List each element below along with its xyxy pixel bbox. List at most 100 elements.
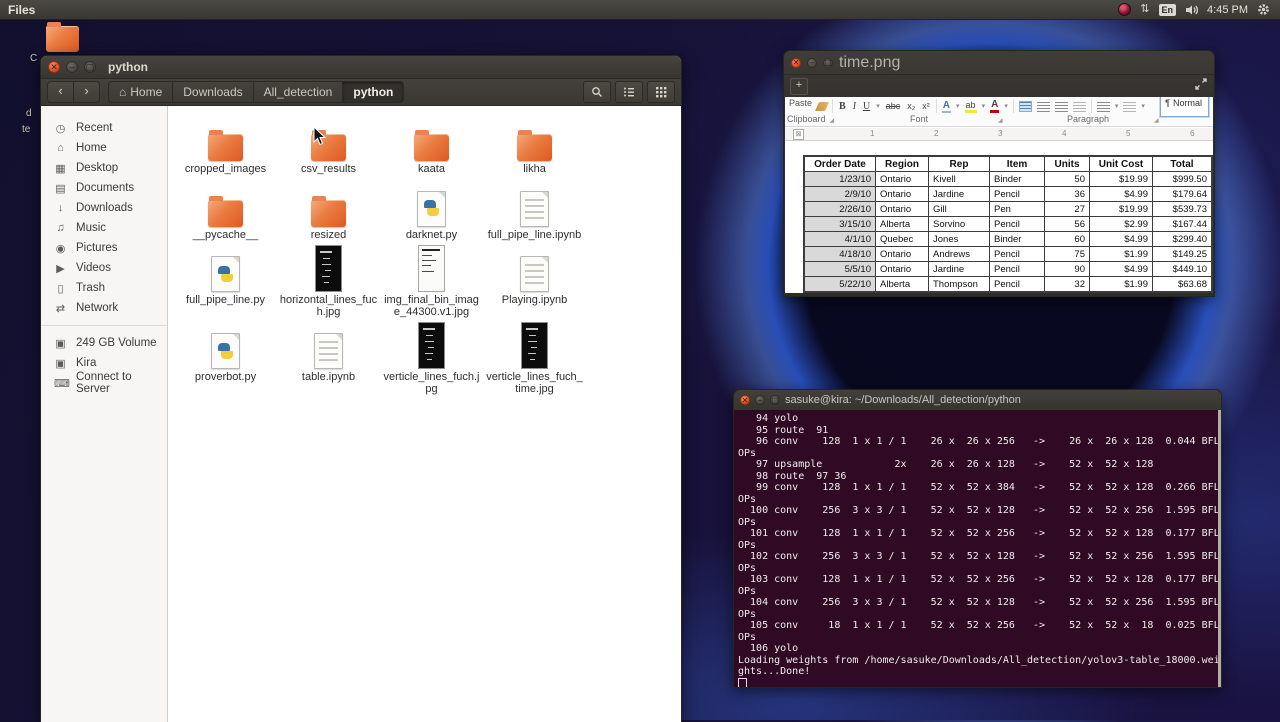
table-row: 3/15/10 Alberta Sorvino Pencil 56 $2.99 $167.4… (804, 216, 1212, 232)
keyboard-layout-indicator[interactable]: En (1158, 3, 1177, 16)
file-list-area[interactable]: cropped_images csv_results kaata likha __pyc… (168, 106, 681, 722)
table-cell: 36 (1044, 186, 1090, 202)
table-cell: $299.40 (1152, 231, 1212, 247)
clock[interactable]: 4:45 PM (1207, 3, 1248, 16)
terminal-titlebar[interactable]: ✕ – ▢ sasuke@kira: ~/Downloads/All_detec… (734, 390, 1221, 411)
font-color-button-in-image: A (990, 99, 1000, 113)
breadcrumb: ⌂ Home Downloads All_detection python (108, 81, 405, 103)
session-gear-icon[interactable] (1257, 3, 1270, 16)
sidebar-item-249-gb-volume[interactable]: ▣ 249 GB Volume (41, 333, 167, 353)
file-item[interactable]: Playing.ipynb (483, 241, 586, 318)
table-cell: $19.99 (1089, 171, 1153, 187)
file-name: table.ipynb (301, 371, 356, 383)
search-button[interactable] (583, 81, 611, 103)
sidebar-item-kira[interactable]: ▣ Kira (41, 353, 167, 373)
viewer-header[interactable]: ✕ – ▢ time.png + (784, 51, 1214, 97)
format-painter-icon (814, 101, 830, 111)
terminal-output-area[interactable]: 94 yolo 95 route 91 96 conv 128 1 x 1 / … (734, 410, 1221, 687)
viewer-toolbar: + (784, 75, 1214, 97)
maximize-button[interactable]: ▢ (823, 57, 833, 68)
sidebar-item-network[interactable]: ⇄ Network (41, 298, 167, 318)
table-cell: Jardine (928, 186, 990, 202)
terminal-scrollbar[interactable] (1218, 410, 1221, 687)
maximize-button[interactable]: ▢ (770, 395, 780, 405)
close-button[interactable]: ✕ (740, 395, 750, 405)
sidebar-item-downloads[interactable]: ↓ Downloads (41, 198, 167, 218)
network-arrows-icon[interactable]: ⇅ (1140, 3, 1150, 15)
active-app-menu[interactable]: Files (8, 2, 36, 17)
back-button[interactable]: ‹ (47, 81, 74, 103)
table-cell: $4.99 (1089, 186, 1153, 202)
file-item[interactable]: table.ipynb (277, 318, 380, 395)
align-right-button-in-image (1054, 100, 1068, 112)
python-file-icon (211, 333, 240, 369)
file-item[interactable]: likha (483, 110, 586, 176)
file-item[interactable]: full_pipe_line.py (174, 241, 277, 318)
sidebar-item-desktop[interactable]: ▦ Desktop (41, 158, 167, 178)
file-item[interactable]: horizontal_lines_fuch.jpg (277, 241, 380, 318)
sidebar-item-connect-to-server[interactable]: ⌨ Connect to Server (41, 371, 167, 395)
file-item[interactable]: csv_results (277, 110, 380, 176)
maximize-button[interactable]: ▢ (84, 61, 96, 73)
record-indicator-icon[interactable] (1118, 3, 1132, 16)
table-cell: 50 (1044, 171, 1090, 187)
table-cell: Ontario (875, 201, 929, 217)
file-item[interactable]: img_final_bin_image_44300.v1.jpg (380, 241, 483, 318)
file-item[interactable]: proverbot.py (174, 318, 277, 395)
file-item[interactable]: kaata (380, 110, 483, 176)
sidebar-item-pictures[interactable]: ◉ Pictures (41, 238, 167, 258)
file-name: full_pipe_line.ipynb (487, 228, 582, 241)
file-name: img_final_bin_image_44300.v1.jpg (384, 294, 479, 318)
close-button[interactable]: ✕ (791, 57, 801, 68)
zoom-in-button[interactable]: + (790, 77, 808, 95)
sidebar-item-videos[interactable]: ▶ Videos (41, 258, 167, 278)
files-titlebar[interactable]: ✕ – ▢ python (41, 56, 681, 79)
column-header: Item (989, 156, 1045, 172)
viewed-image: Paste B I U ▾ abc x₂ x² A ▾ ab ▾ A ▾ ▾ (785, 97, 1213, 293)
recent-icon: ◷ (55, 122, 66, 135)
table-cell: Pencil (989, 246, 1045, 262)
minimize-button[interactable]: – (755, 395, 765, 405)
sidebar-item-documents[interactable]: ▤ Documents (41, 178, 167, 198)
files-toolbar: ‹ › ⌂ Home Downloads All_detection python (41, 79, 681, 106)
sidebar-item-label: Kira (76, 357, 97, 369)
python-file-icon (417, 190, 446, 227)
forward-button[interactable]: › (74, 81, 100, 103)
sidebar-item-music[interactable]: ♫ Music (41, 218, 167, 238)
file-item[interactable]: verticle_lines_fuch.jpg (380, 318, 483, 395)
desktop-folder-icon[interactable] (46, 22, 79, 52)
column-header: Rep (928, 156, 990, 172)
list-view-button[interactable] (615, 81, 643, 103)
file-item[interactable]: cropped_images (174, 110, 277, 176)
desktop-label-fragment: C (30, 53, 38, 64)
breadcrumb-python[interactable]: python (343, 81, 405, 103)
table-cell: 3/15/10 (804, 216, 876, 232)
breadcrumb-all-detection[interactable]: All_detection (253, 81, 344, 103)
breadcrumb-home[interactable]: ⌂ Home (108, 81, 174, 103)
fullscreen-button[interactable] (1194, 77, 1208, 96)
sidebar-item-recent[interactable]: ◷ Recent (41, 118, 167, 138)
word-ribbon-in-image: Paste B I U ▾ abc x₂ x² A ▾ ab ▾ A ▾ ▾ (785, 97, 1213, 127)
table-cell: 5/22/10 (804, 276, 876, 292)
file-item[interactable]: __pycache__ (174, 176, 277, 242)
minimize-button[interactable]: – (66, 61, 78, 73)
sidebar-item-home[interactable]: ⌂ Home (41, 138, 167, 158)
table-cell: Jones (928, 231, 990, 247)
file-item[interactable]: darknet.py (380, 176, 483, 242)
minimize-button[interactable]: – (807, 57, 817, 68)
file-item[interactable]: full_pipe_line.ipynb (483, 176, 586, 242)
table-cell: Quebec (875, 231, 929, 247)
sidebar-item-trash[interactable]: ▯ Trash (41, 278, 167, 298)
grid-view-button[interactable] (647, 81, 675, 103)
file-item[interactable]: verticle_lines_fuch_time.jpg (483, 318, 586, 395)
files-window: ✕ – ▢ python ‹ › ⌂ Home Downloads All_det… (40, 55, 682, 722)
breadcrumb-downloads[interactable]: Downloads (173, 81, 254, 103)
volume-icon[interactable] (1185, 4, 1199, 16)
file-item[interactable]: resized (277, 176, 380, 242)
table-row: 5/5/10 Ontario Jardine Pencil 90 $4.99 $449.10 (804, 261, 1212, 277)
close-button[interactable]: ✕ (48, 61, 60, 73)
table-cell: 75 (1044, 246, 1090, 262)
table-cell: 4/18/10 (804, 246, 876, 262)
table-cell: $4.99 (1089, 261, 1153, 277)
table-row: 5/22/10 Alberta Thompson Pencil 32 $1.99 $63.6… (804, 276, 1212, 292)
